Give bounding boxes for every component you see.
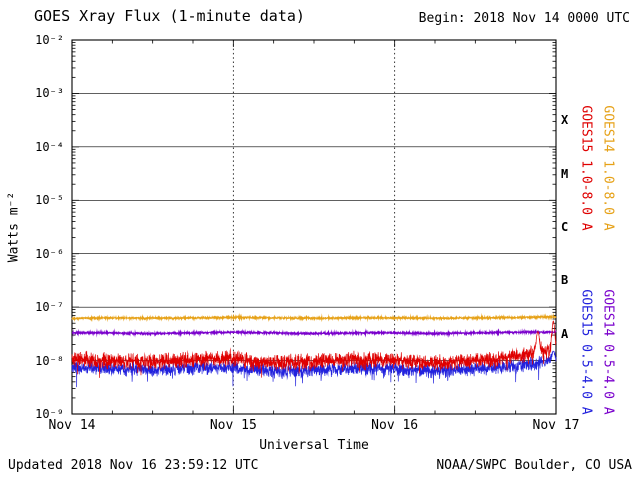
series-label: GOES14 0.5-4.0 A: [600, 289, 616, 415]
chart-title: GOES Xray Flux (1-minute data): [34, 7, 305, 25]
x-tick-label: Nov 17: [532, 418, 580, 433]
series-label: GOES15 0.5-4.0 A: [578, 289, 594, 415]
flare-class-letter-c: C: [561, 220, 569, 235]
y-tick-label: 10⁻⁴: [35, 139, 64, 154]
flare-class-letter-x: X: [561, 113, 569, 128]
flare-class-letter-m: M: [561, 166, 569, 181]
y-tick-label: 10⁻⁸: [35, 353, 64, 368]
flare-class-letter-a: A: [561, 326, 569, 341]
x-axis-label: Universal Time: [259, 438, 369, 453]
source-attribution: NOAA/SWPC Boulder, CO USA: [436, 458, 632, 473]
flare-class-letter-b: B: [561, 273, 569, 288]
x-tick-label: Nov 15: [209, 418, 257, 433]
y-tick-label: 10⁻⁵: [35, 193, 64, 208]
y-tick-label: 10⁻³: [35, 86, 64, 101]
y-tick-label: 10⁻²: [35, 33, 64, 47]
x-tick-label: Nov 14: [48, 418, 96, 433]
series-label: GOES15 1.0-8.0 A: [578, 105, 594, 231]
series-label: GOES14 1.0-8.0 A: [600, 105, 616, 231]
y-tick-label: 10⁻⁹: [35, 407, 64, 421]
x-tick-label: Nov 16: [371, 418, 419, 433]
begin-timestamp: Begin: 2018 Nov 14 0000 UTC: [418, 11, 630, 26]
updated-timestamp: Updated 2018 Nov 16 23:59:12 UTC: [8, 458, 259, 473]
y-tick-label: 10⁻⁶: [35, 246, 64, 261]
y-tick-label: 10⁻⁷: [35, 300, 64, 315]
